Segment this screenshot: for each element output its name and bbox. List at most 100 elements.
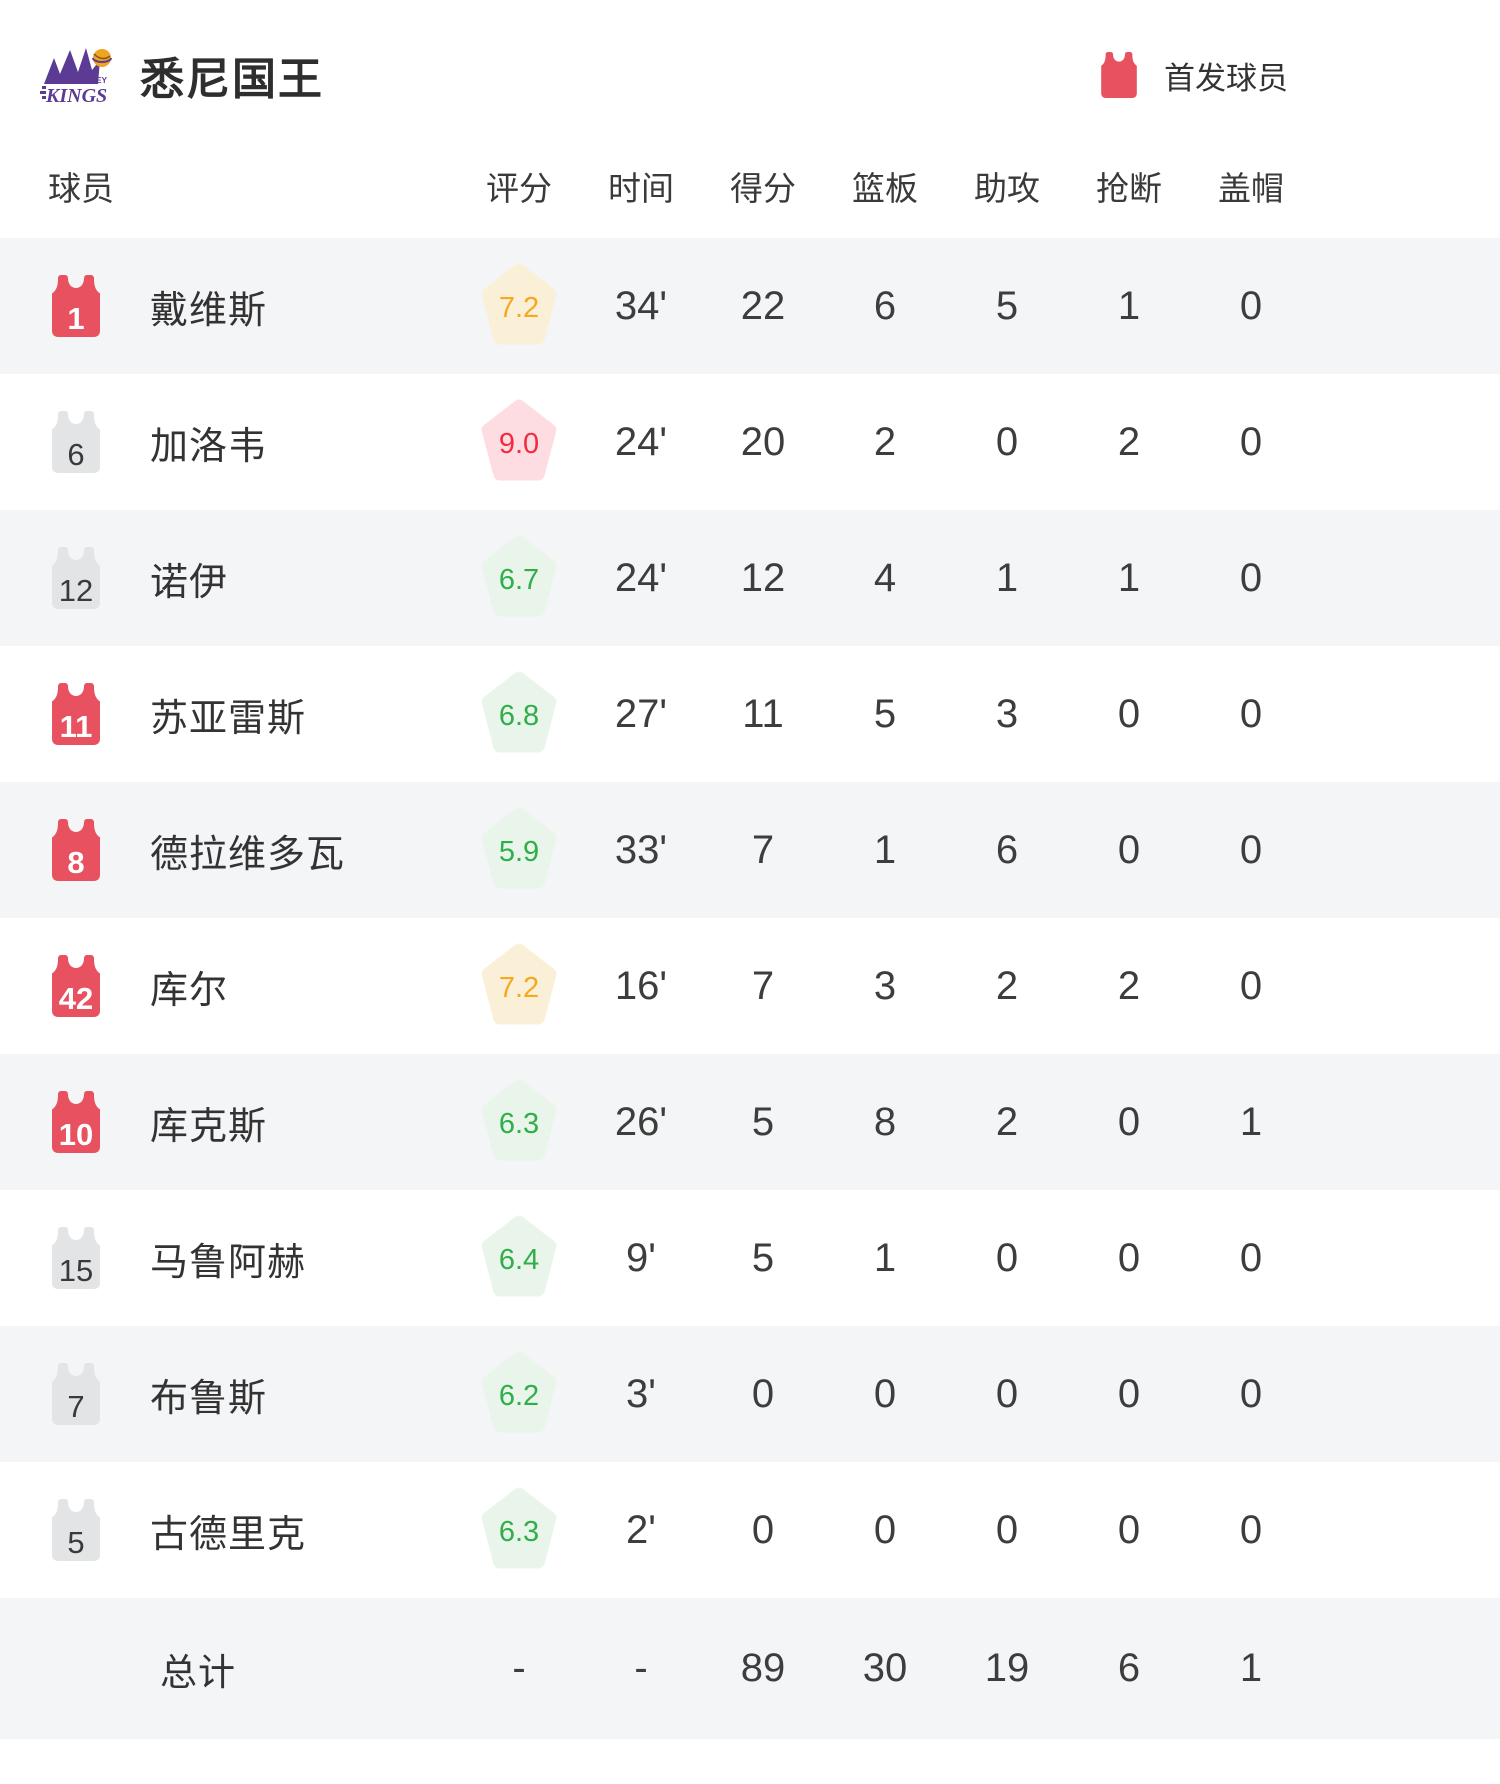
player-name: 加洛韦 xyxy=(150,425,268,468)
table-row[interactable]: 6 加洛韦 9.0 24' 20 2 0 2 0 xyxy=(0,374,1500,510)
stat-points: 5 xyxy=(751,1099,775,1144)
totals-label: 总计 xyxy=(160,1651,236,1693)
jersey-number: 12 xyxy=(58,572,94,608)
column-header-points: 得分 xyxy=(730,170,796,207)
jersey-icon: 11 xyxy=(48,683,104,745)
totals-time: - xyxy=(634,1646,648,1690)
column-header-steals: 抢断 xyxy=(1096,170,1162,207)
player-name: 库尔 xyxy=(150,969,229,1012)
stat-assists: 0 xyxy=(995,1371,1019,1416)
stat-steals: 2 xyxy=(1117,963,1141,1008)
jersey-number: 6 xyxy=(67,436,85,472)
player-cell: 11 苏亚雷斯 xyxy=(0,683,458,745)
jersey-icon: 5 xyxy=(48,1499,104,1561)
stat-time: 24' xyxy=(614,555,668,600)
player-name: 布鲁斯 xyxy=(150,1377,268,1420)
table-row[interactable]: 7 布鲁斯 6.2 3' 0 0 0 0 0 xyxy=(0,1326,1500,1462)
stat-time: 9' xyxy=(626,1235,656,1280)
column-header-blocks: 盖帽 xyxy=(1218,170,1284,207)
rating-badge: 7.2 xyxy=(480,262,558,346)
jersey-icon: 15 xyxy=(48,1227,104,1289)
rating-value: 6.8 xyxy=(498,700,540,732)
stat-assists: 0 xyxy=(995,1507,1019,1552)
stat-points: 22 xyxy=(740,283,786,328)
stat-assists: 2 xyxy=(995,1099,1019,1144)
jersey-number: 11 xyxy=(59,708,93,744)
stat-rebounds: 8 xyxy=(873,1099,897,1144)
jersey-number: 42 xyxy=(58,980,94,1016)
rating-value: 6.7 xyxy=(498,564,540,596)
team-identity: SYDNEY KINGS 悉尼国王 xyxy=(40,43,324,107)
totals-rating: - xyxy=(512,1646,526,1690)
starter-legend: 首发球员 xyxy=(1098,52,1288,98)
stat-blocks: 1 xyxy=(1239,1099,1263,1144)
rating-badge: 9.0 xyxy=(480,398,558,482)
column-header-rebounds: 篮板 xyxy=(852,170,918,207)
jersey-icon: 8 xyxy=(48,819,104,881)
totals-rebounds: 30 xyxy=(862,1646,908,1690)
jersey-number: 7 xyxy=(67,1388,85,1424)
table-row[interactable]: 12 诺伊 6.7 24' 12 4 1 1 0 xyxy=(0,510,1500,646)
player-cell: 15 马鲁阿赫 xyxy=(0,1227,458,1289)
stat-blocks: 0 xyxy=(1239,1235,1263,1280)
starter-jersey-icon xyxy=(1098,52,1140,98)
stat-points: 11 xyxy=(742,691,784,736)
table-row[interactable]: 10 库克斯 6.3 26' 5 8 2 0 1 xyxy=(0,1054,1500,1190)
rating-badge: 6.8 xyxy=(480,670,558,754)
table-row[interactable]: 8 德拉维多瓦 5.9 33' 7 1 6 0 0 xyxy=(0,782,1500,918)
stat-steals: 0 xyxy=(1117,1507,1141,1552)
stat-rebounds: 3 xyxy=(873,963,897,1008)
stat-blocks: 0 xyxy=(1239,283,1263,328)
jersey-icon: 1 xyxy=(48,275,104,337)
stat-assists: 3 xyxy=(995,691,1019,736)
player-cell: 1 戴维斯 xyxy=(0,275,458,337)
player-cell: 42 库尔 xyxy=(0,955,458,1017)
player-name: 戴维斯 xyxy=(150,289,268,332)
player-name: 德拉维多瓦 xyxy=(150,833,346,876)
stat-points: 20 xyxy=(740,419,786,464)
table-header-row: 球员 评分 时间 得分 篮板 助攻 抢断 盖帽 xyxy=(0,108,1500,238)
table-row[interactable]: 15 马鲁阿赫 6.4 9' 5 1 0 0 0 xyxy=(0,1190,1500,1326)
stat-rebounds: 1 xyxy=(873,827,897,872)
rating-badge: 5.9 xyxy=(480,806,558,890)
player-cell: 6 加洛韦 xyxy=(0,411,458,473)
jersey-number: 5 xyxy=(67,1524,85,1560)
rating-value: 6.4 xyxy=(498,1244,540,1276)
player-name: 诺伊 xyxy=(150,561,229,604)
stat-points: 0 xyxy=(751,1371,775,1416)
player-cell: 5 古德里克 xyxy=(0,1499,458,1561)
stat-steals: 0 xyxy=(1117,1099,1141,1144)
stat-assists: 0 xyxy=(995,1235,1019,1280)
stat-blocks: 0 xyxy=(1239,1507,1263,1552)
rating-badge: 6.2 xyxy=(480,1350,558,1434)
totals-row: 总计 - - 89 30 19 6 1 xyxy=(0,1598,1500,1739)
rating-badge: 6.4 xyxy=(480,1214,558,1298)
stat-blocks: 0 xyxy=(1239,691,1263,736)
stat-rebounds: 6 xyxy=(873,283,897,328)
stat-points: 12 xyxy=(740,555,786,600)
stat-time: 16' xyxy=(614,963,668,1008)
stat-steals: 1 xyxy=(1117,283,1141,328)
stat-steals: 0 xyxy=(1117,827,1141,872)
stat-steals: 0 xyxy=(1117,691,1141,736)
table-row[interactable]: 1 戴维斯 7.2 34' 22 6 5 1 0 xyxy=(0,238,1500,374)
rating-value: 6.2 xyxy=(498,1380,540,1412)
stat-points: 5 xyxy=(751,1235,775,1280)
player-name: 马鲁阿赫 xyxy=(150,1241,307,1284)
stat-time: 24' xyxy=(614,419,668,464)
svg-text:KINGS: KINGS xyxy=(45,85,107,106)
stat-time: 33' xyxy=(614,827,668,872)
rating-value: 7.2 xyxy=(498,292,540,324)
stat-rebounds: 0 xyxy=(873,1371,897,1416)
stat-time: 27' xyxy=(614,691,668,736)
table-row[interactable]: 5 古德里克 6.3 2' 0 0 0 0 0 xyxy=(0,1462,1500,1598)
rating-badge: 6.7 xyxy=(480,534,558,618)
totals-assists: 19 xyxy=(984,1646,1030,1690)
player-cell: 8 德拉维多瓦 xyxy=(0,819,458,881)
rating-value: 5.9 xyxy=(498,836,540,868)
totals-steals: 6 xyxy=(1117,1646,1141,1690)
table-row[interactable]: 11 苏亚雷斯 6.8 27' 11 5 3 0 0 xyxy=(0,646,1500,782)
stat-rebounds: 1 xyxy=(873,1235,897,1280)
table-row[interactable]: 42 库尔 7.2 16' 7 3 2 2 0 xyxy=(0,918,1500,1054)
stat-steals: 0 xyxy=(1117,1371,1141,1416)
